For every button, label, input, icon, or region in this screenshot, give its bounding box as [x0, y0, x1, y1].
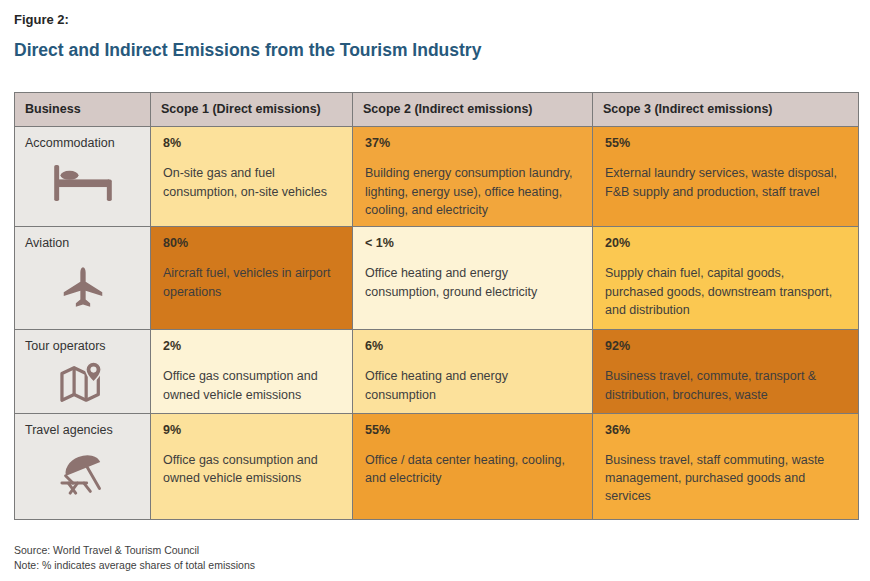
percentage: 55%	[605, 136, 846, 150]
description: Office gas consumption and owned vehicle…	[163, 451, 340, 487]
description: Aircraft fuel, vehicles in airport opera…	[163, 264, 340, 300]
description: Business travel, commute, transport & di…	[605, 367, 846, 403]
airplane-icon	[61, 265, 105, 309]
scope1-cell: 8% On-site gas and fuel consumption, on-…	[151, 127, 353, 227]
percentage: < 1%	[365, 236, 580, 250]
page: Figure 2: Direct and Indirect Emissions …	[0, 0, 870, 574]
percentage: 55%	[365, 423, 580, 437]
scope2-cell: 6% Office heating and energy consumption	[353, 330, 593, 413]
scope2-cell: 37% Building energy consumption laundry,…	[353, 127, 593, 227]
col-header-business: Business	[15, 93, 151, 127]
business-label: Tour operators	[25, 338, 140, 354]
business-cell: Accommodation	[15, 127, 151, 227]
map-pin-icon	[59, 361, 107, 405]
business-label: Accommodation	[25, 135, 140, 151]
percentage: 36%	[605, 423, 846, 437]
scope1-cell: 80% Aircraft fuel, vehicles in airport o…	[151, 227, 353, 330]
footer-notes: Source: World Travel & Tourism Council N…	[14, 543, 858, 575]
percentage: 6%	[365, 339, 580, 353]
description: Office heating and energy consumption, g…	[365, 264, 580, 300]
business-cell: Aviation	[15, 227, 151, 330]
description: Office heating and energy consumption	[365, 367, 580, 403]
business-cell: Travel agencies	[15, 413, 151, 519]
scope3-cell: 55% External laundry services, waste dis…	[593, 127, 859, 227]
business-label: Travel agencies	[25, 422, 140, 438]
source-note: Source: World Travel & Tourism Council	[14, 543, 858, 559]
percentage: 8%	[163, 136, 340, 150]
description: Office gas consumption and owned vehicle…	[163, 367, 340, 403]
percentage: 9%	[163, 423, 340, 437]
table-row-aviation: Aviation 80% Aircraft fuel, vehicles in …	[15, 227, 859, 330]
business-label: Aviation	[25, 235, 140, 251]
figure-label: Figure 2:	[14, 12, 858, 28]
page-title: Direct and Indirect Emissions from the T…	[14, 40, 858, 62]
col-header-scope1: Scope 1 (Direct emissions)	[151, 93, 353, 127]
percentage: 2%	[163, 339, 340, 353]
table-header-row: Business Scope 1 (Direct emissions) Scop…	[15, 93, 859, 127]
table-row-travel-agencies: Travel agencies	[15, 413, 859, 519]
description: Business travel, staff commuting, waste …	[605, 451, 846, 505]
bed-icon	[54, 165, 112, 201]
description: On-site gas and fuel consumption, on-sit…	[163, 164, 340, 200]
beach-umbrella-icon	[59, 451, 107, 495]
note: Note: % indicates average shares of tota…	[14, 558, 858, 574]
percentage: 92%	[605, 339, 846, 353]
scope1-cell: 2% Office gas consumption and owned vehi…	[151, 330, 353, 413]
emissions-table: Business Scope 1 (Direct emissions) Scop…	[14, 92, 859, 519]
percentage: 80%	[163, 236, 340, 250]
business-cell: Tour operators	[15, 330, 151, 413]
percentage: 37%	[365, 136, 580, 150]
description: Building energy consumption laundry, lig…	[365, 164, 580, 218]
scope2-cell: 55% Office / data center heating, coolin…	[353, 413, 593, 519]
col-header-scope3: Scope 3 (Indirect emissions)	[593, 93, 859, 127]
scope3-cell: 20% Supply chain fuel, capital goods, pu…	[593, 227, 859, 330]
scope1-cell: 9% Office gas consumption and owned vehi…	[151, 413, 353, 519]
scope3-cell: 36% Business travel, staff commuting, wa…	[593, 413, 859, 519]
table-row-accommodation: Accommodation 8% On-site gas and fuel co…	[15, 127, 859, 227]
col-header-scope2: Scope 2 (Indirect emissions)	[353, 93, 593, 127]
percentage: 20%	[605, 236, 846, 250]
description: Office / data center heating, cooling, a…	[365, 451, 580, 487]
description: Supply chain fuel, capital goods, purcha…	[605, 264, 846, 318]
scope2-cell: < 1% Office heating and energy consumpti…	[353, 227, 593, 330]
scope3-cell: 92% Business travel, commute, transport …	[593, 330, 859, 413]
description: External laundry services, waste disposa…	[605, 164, 846, 200]
table-row-tour-operators: Tour operators 2% Office gas consumption…	[15, 330, 859, 413]
